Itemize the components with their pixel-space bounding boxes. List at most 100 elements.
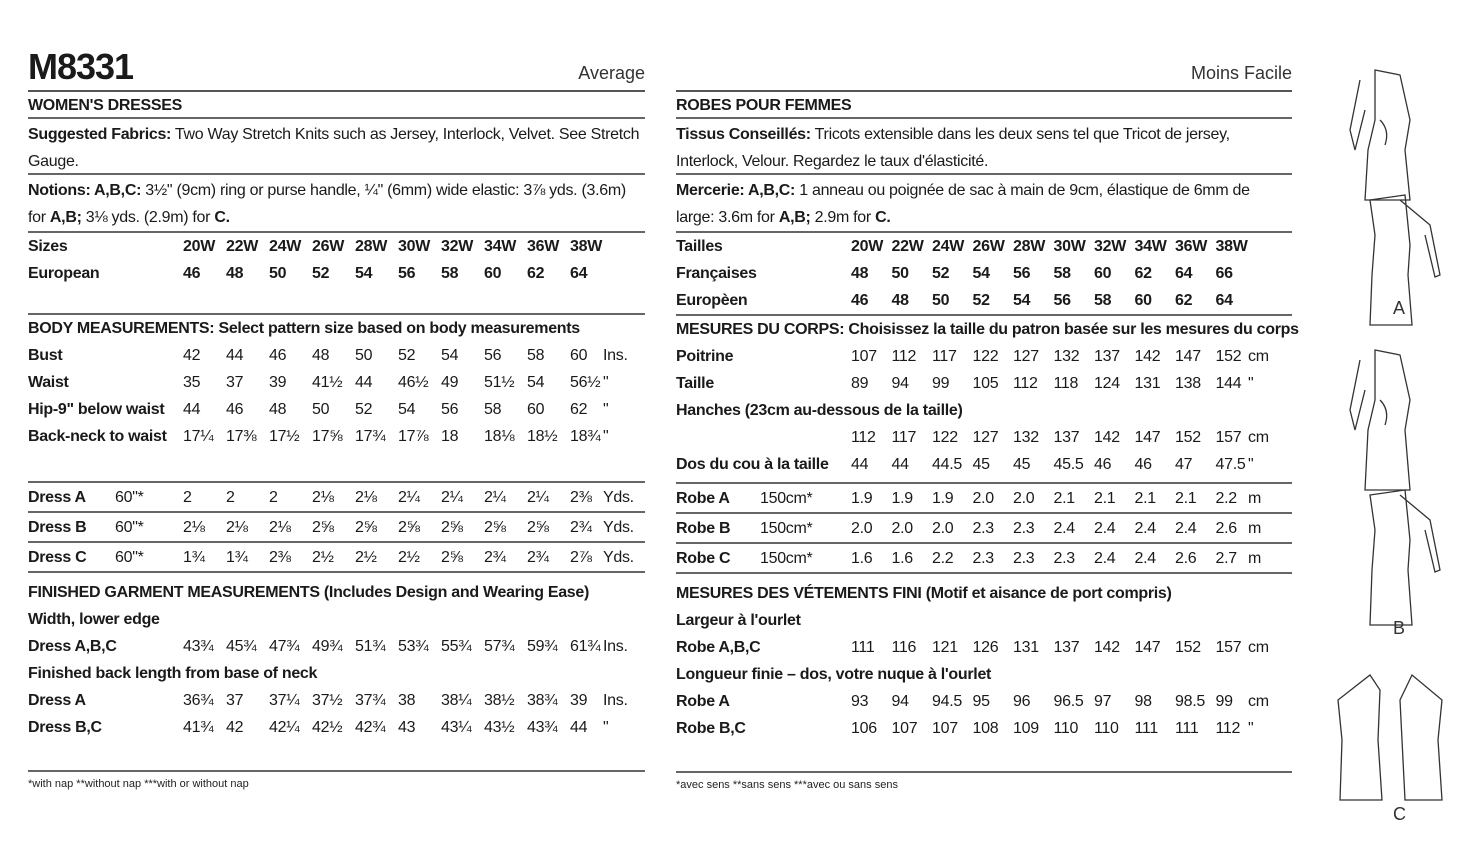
- size-value: 2½: [398, 549, 420, 566]
- unit: ": [1248, 456, 1254, 473]
- size-value: 17½: [269, 428, 300, 445]
- size-value: 46: [1134, 456, 1153, 473]
- size-value: 2.4: [1175, 520, 1197, 537]
- size-value: 2⅜: [269, 549, 291, 566]
- length-label: Longueur finie – dos, votre nuque à l'ou…: [676, 666, 992, 683]
- size-value: 48: [226, 265, 244, 282]
- unit: Yds.: [603, 489, 634, 506]
- european-row: European 46 48 50 52 54 56 58 60 62 64: [28, 260, 645, 287]
- size-value: 42: [183, 347, 201, 364]
- size-value: 137: [1094, 348, 1120, 365]
- size-value: 20W: [183, 238, 215, 255]
- size-value: 2.4: [1134, 520, 1157, 537]
- size-value: 56: [1053, 292, 1072, 309]
- size-value: 55¾: [441, 638, 472, 655]
- size-value: 56: [484, 347, 502, 364]
- size-value: 111: [1134, 720, 1159, 737]
- size-value: 122: [972, 348, 999, 365]
- waist-row: Waist 35 37 39 41½ 44 46½ 49 51½ 54 56½ ": [28, 369, 645, 396]
- unit: Ins.: [603, 347, 628, 364]
- size-value: 48: [312, 347, 330, 364]
- size-value: 22W: [891, 238, 924, 255]
- size-value: 17¼: [183, 428, 214, 445]
- size-value: 142: [1094, 639, 1120, 656]
- size-value: 36W: [527, 238, 559, 255]
- sizes-row: Sizes 20W 22W 24W 26W 28W 30W 32W 34W 36W 38W: [28, 233, 645, 260]
- size-value: 35: [183, 374, 201, 391]
- size-value: 45: [972, 456, 991, 473]
- row-label: Bust: [28, 347, 63, 364]
- size-value: 62: [1134, 265, 1153, 282]
- size-value: 56: [398, 265, 416, 282]
- finished-measurements: FINISHED GARMENT MEASUREMENTS (Includes …: [28, 573, 645, 772]
- size-value: 52: [355, 401, 373, 418]
- size-value: 48: [269, 401, 287, 418]
- size-value: 1¾: [226, 549, 248, 566]
- size-value: 43¾: [527, 719, 558, 736]
- size-value: 2⅝: [312, 519, 334, 536]
- size-value: 107: [851, 348, 877, 365]
- size-value: 111: [1175, 720, 1199, 737]
- size-value: 37¾: [355, 692, 386, 709]
- row-label: Dress C: [28, 549, 87, 566]
- finished-heading: FINISHED GARMENT MEASUREMENTS (Includes …: [28, 584, 590, 601]
- size-value: 20W: [851, 238, 883, 255]
- size-value: 34W: [1134, 238, 1167, 255]
- size-value: 132: [1053, 348, 1080, 365]
- yardage-row: Robe B 150cm* 2.0 2.0 2.0 2.3 2.3 2.4 2.4 2.4 2.4 2…: [676, 514, 1292, 544]
- size-value: 50: [891, 265, 910, 282]
- size-value: 38¼: [441, 692, 472, 709]
- size-value: 46½: [398, 374, 429, 391]
- size-value: 38½: [484, 692, 515, 709]
- dress-b-front-drawing: [1349, 349, 1411, 491]
- size-value: 58: [1053, 265, 1072, 282]
- notions-views: C.: [214, 209, 230, 226]
- size-value: 117: [932, 348, 957, 365]
- hips-row: 112 117 122 127 132 137 142 147 152 157 cm: [676, 424, 1292, 451]
- finished-heading: MESURES DES VÉTEMENTS FINI (Motif et ais…: [676, 585, 1172, 602]
- header: Moins Facile: [676, 40, 1292, 92]
- row-label: Robe A,B,C: [676, 639, 761, 656]
- size-value: 56½: [570, 374, 601, 391]
- suggested-fabrics: Suggested Fabrics: Two Way Stretch Knits…: [28, 119, 645, 175]
- size-value: 42¼: [269, 719, 300, 736]
- size-value: 138: [1175, 375, 1201, 392]
- sizes-row: Tailles 20W 22W 24W 26W 28W 30W 32W 34W 36W 38W: [676, 233, 1292, 260]
- notions: Notions: A,B,C: 3½" (9cm) ring or purse …: [28, 175, 645, 233]
- size-value: 2½: [312, 549, 334, 566]
- notions-label: Notions: A,B,C:: [28, 182, 142, 199]
- size-value: 47¾: [269, 638, 300, 655]
- notions-text: 3½" (9cm) ring or purse handle, ¼" (6mm)…: [28, 182, 626, 226]
- size-value: 2.2: [932, 550, 954, 567]
- size-value: 64: [1215, 292, 1234, 309]
- length-row: Dress B,C 41¾ 42 42¼ 42½ 42¾ 43 43¼ 43½ 43¾ 44 ": [28, 714, 645, 741]
- size-value: 56: [1013, 265, 1031, 282]
- size-value: 50: [355, 347, 373, 364]
- size-value: 1.9: [932, 490, 954, 507]
- size-value: 157: [1215, 639, 1242, 656]
- size-value: 2¼: [527, 489, 549, 506]
- hip-row: Hip-9" below waist 44 46 48 50 52 54 56 58 60 62 ": [28, 396, 645, 423]
- size-value: 2: [183, 489, 192, 506]
- size-value: 46: [183, 265, 201, 282]
- french-sizes-row: Françaises 48 50 52 54 56 58 60 62 64 66: [676, 260, 1292, 287]
- size-value: 116: [891, 639, 917, 656]
- view-label-b: B: [1393, 618, 1406, 638]
- notions-views: C.: [875, 209, 891, 226]
- difficulty-level: Average: [578, 63, 645, 83]
- width-row: Robe A,B,C 111 116 121 126 131 137 142 147 152 157…: [676, 634, 1292, 661]
- waist-row: Taille 89 94 99 105 112 118 124 131 138 144 ": [676, 370, 1292, 397]
- size-value: 2.3: [972, 520, 995, 537]
- view-label-c: C: [1393, 804, 1406, 824]
- unit: Ins.: [603, 638, 628, 655]
- size-value: 44: [226, 347, 244, 364]
- body-heading: BODY MEASUREMENTS: Select pattern size b…: [28, 320, 580, 337]
- size-value: 152: [1175, 429, 1201, 446]
- size-value: 28W: [1013, 238, 1045, 255]
- fabric-width: 60"*: [115, 549, 144, 566]
- row-label: Dress B: [28, 519, 87, 536]
- size-value: 30W: [398, 238, 430, 255]
- size-value: 44: [355, 374, 373, 391]
- dress-line-drawings: [1337, 69, 1443, 801]
- french-column: Moins Facile ROBES POUR FEMMES Tissus Co…: [676, 40, 1299, 791]
